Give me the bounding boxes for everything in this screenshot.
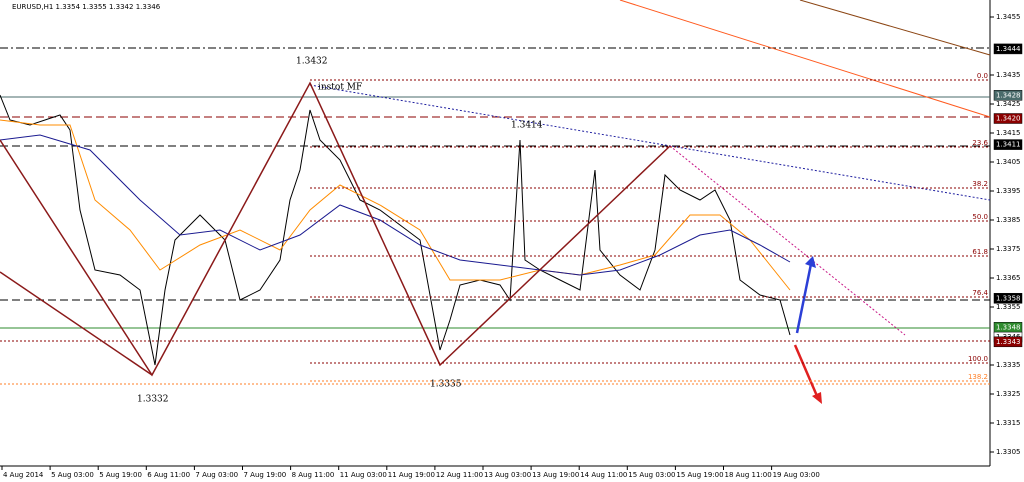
price-box-label: 1.3420: [996, 115, 1021, 123]
price-box-label: 1.3444: [996, 45, 1021, 53]
price-box: [993, 43, 1023, 55]
time-label: 7 Aug 19:00: [244, 471, 287, 479]
time-label: 13 Aug 03:00: [484, 471, 531, 479]
time-label: 5 Aug 03:00: [51, 471, 94, 479]
trend-line: [799, 0, 991, 56]
price-box-label: 1.3411: [996, 141, 1021, 149]
zigzag: [0, 81, 671, 377]
price-box-label: 1.3428: [996, 91, 1021, 99]
fibo-label: 38.2: [972, 180, 988, 188]
fibo-label: 0.0: [977, 72, 988, 80]
price-box: [993, 90, 1023, 101]
fibo-label: 100.0: [968, 355, 988, 363]
zigzag: [0, 271, 153, 376]
time-label: 7 Aug 03:00: [195, 471, 238, 479]
fibo-label: 50.0: [972, 213, 988, 221]
annotation: instot MF: [318, 83, 362, 93]
price-box: [993, 336, 1023, 348]
time-label: 8 Aug 11:00: [292, 471, 335, 479]
arrow-head: [805, 256, 816, 268]
time-label: 19 Aug 03:00: [773, 471, 820, 479]
price-label: 1.3355: [996, 303, 1021, 311]
fibo-label: 61.8: [972, 248, 988, 256]
arrow-head: [812, 392, 822, 404]
time-label: 14 Aug 11:00: [580, 471, 627, 479]
price-label: 1.3365: [996, 274, 1021, 282]
price-label: 1.3335: [996, 361, 1021, 369]
annotation: 1.3414: [511, 121, 543, 131]
symbol-header: EURUSD,H1 1.3354 1.3355 1.3342 1.3346: [12, 3, 161, 11]
fibo-label: 76.4: [972, 289, 988, 297]
price-label: 1.3455: [996, 13, 1021, 21]
time-label: 6 Aug 11:00: [147, 471, 190, 479]
price-label: 1.3395: [996, 187, 1021, 195]
time-label: 15 Aug 19:00: [676, 471, 723, 479]
price-box: [993, 139, 1023, 150]
time-label: 5 Aug 19:00: [99, 471, 142, 479]
moving-average: [0, 134, 791, 276]
price-box: [993, 113, 1023, 124]
time-label: 15 Aug 03:00: [628, 471, 675, 479]
price-label: 1.3325: [996, 390, 1021, 398]
time-label: 18 Aug 11:00: [725, 471, 772, 479]
time-label: 11 Aug 03:00: [340, 471, 387, 479]
price-label: 1.3385: [996, 216, 1021, 224]
time-label: 12 Aug 11:00: [436, 471, 483, 479]
price-box: [993, 293, 1023, 304]
price-label: 1.3375: [996, 245, 1021, 253]
price-box-label: 1.3348: [996, 323, 1021, 331]
annotation: 1.3432: [296, 57, 328, 67]
price-box-label: 1.3358: [996, 294, 1021, 302]
price-label: 1.3315: [996, 419, 1021, 427]
trend-line: [309, 84, 991, 201]
overlay-lines: [0, 0, 991, 404]
price-label: 1.3405: [996, 158, 1021, 166]
price-path: [0, 94, 791, 366]
annotation: 1.3332: [137, 395, 169, 405]
time-label: 13 Aug 19:00: [532, 471, 579, 479]
annotation: 1.3335: [430, 380, 462, 390]
price-label: 1.3435: [996, 71, 1021, 79]
time-label: 11 Aug 19:00: [388, 471, 435, 479]
arrow-down: [793, 344, 819, 397]
price-label: 1.3305: [996, 448, 1021, 456]
price-box-label: 1.3343: [996, 338, 1021, 346]
fibo-label: 138.2: [968, 373, 988, 381]
price-label: 1.3415: [996, 129, 1021, 137]
fibo-label: 23.6: [972, 139, 988, 147]
trend-line: [619, 0, 991, 118]
arrow-up: [795, 263, 813, 334]
time-label: 4 Aug 2014: [3, 471, 44, 479]
price-label: 1.3425: [996, 100, 1021, 108]
moving-average: [0, 119, 791, 291]
